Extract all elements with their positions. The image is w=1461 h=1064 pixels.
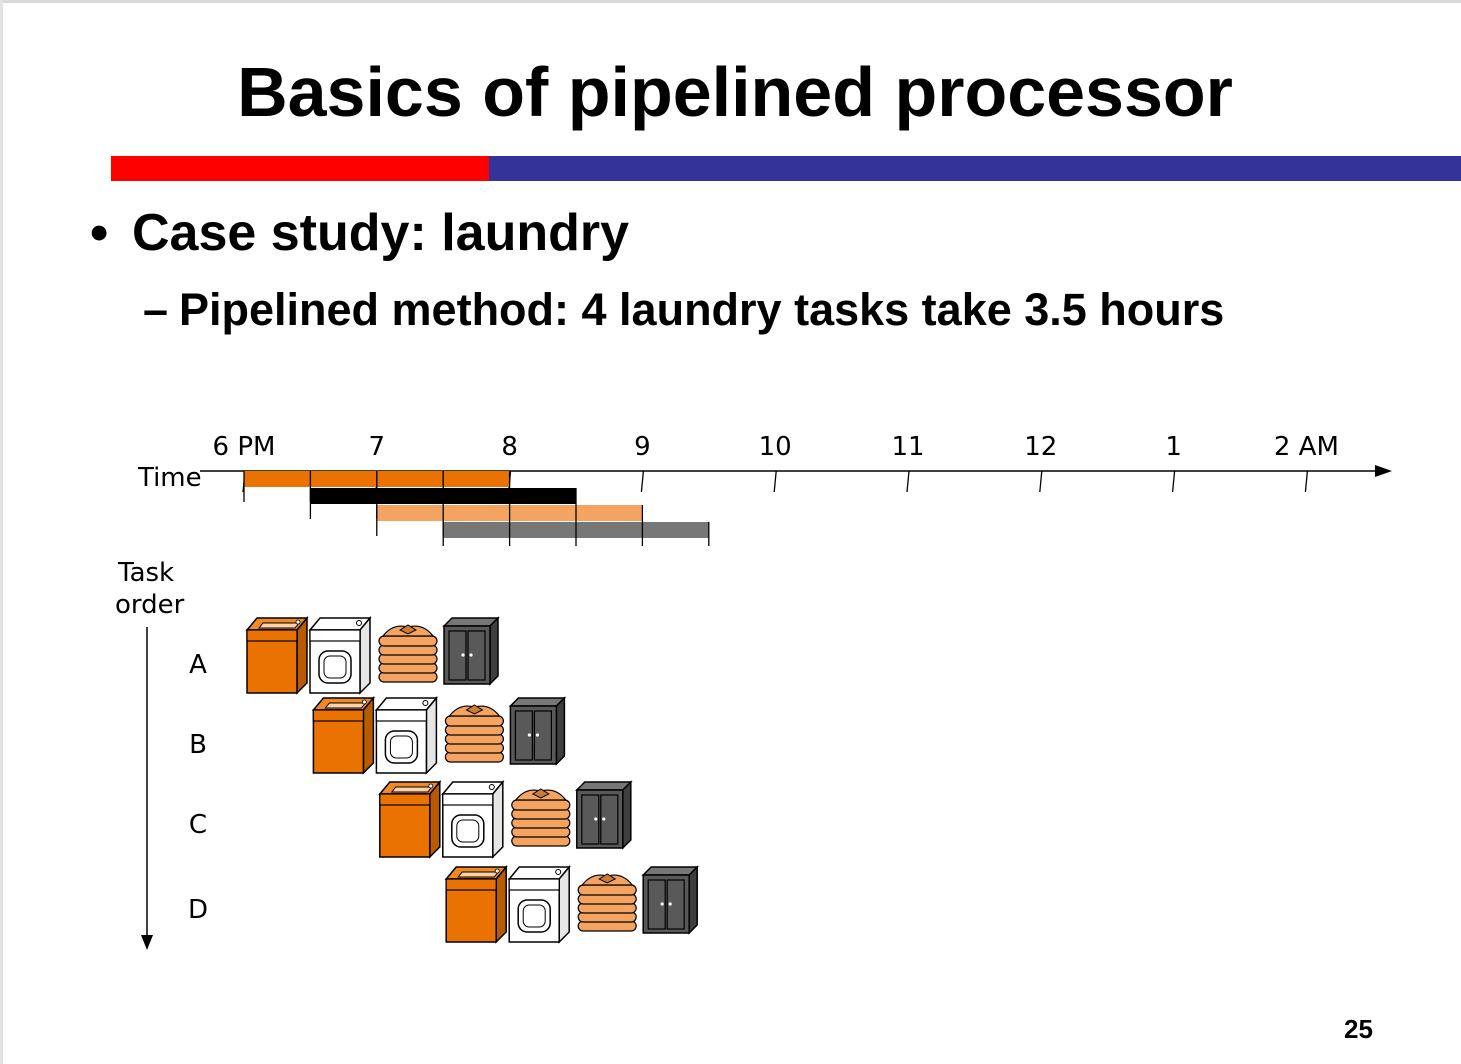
closet-icon (576, 781, 632, 849)
task-axis-label-line2: order (115, 590, 185, 620)
bullet-dot: • (90, 204, 109, 262)
time-axis-arrowhead (1375, 465, 1392, 477)
time-tick (1171, 470, 1176, 493)
sub-bullet-text: Pipelined method: 4 laundry tasks take 3… (179, 284, 1225, 335)
time-tick-label: 2 AM (1274, 432, 1339, 462)
slide-title: Basics of pipelined processor (237, 53, 1233, 131)
dryer-icon (309, 617, 371, 694)
time-tick (1304, 470, 1309, 493)
folded-clothes-icon (511, 788, 571, 847)
folded-clothes-icon (577, 873, 637, 932)
task-axis-arrowhead (141, 935, 153, 950)
washer-icon (379, 781, 441, 858)
dryer-icon (508, 866, 570, 943)
time-axis-label: Time (137, 463, 202, 493)
task-label-a: A (189, 650, 207, 680)
task-label-c: C (189, 810, 207, 840)
task-axis-label-line1: Task (117, 558, 174, 588)
time-tick (1039, 470, 1043, 493)
washer-icon (246, 617, 308, 694)
title-accent-red-bar (111, 156, 489, 181)
sub-bullet-dash: – (143, 284, 169, 335)
closet-icon (642, 866, 698, 934)
folded-clothes-icon (378, 624, 438, 683)
time-tick-label: 6 PM (213, 432, 276, 462)
folded-clothes-icon (444, 704, 504, 763)
bullet-text: Case study: laundry (132, 204, 630, 262)
time-tick-label: 9 (634, 432, 651, 462)
washer-icon (312, 697, 375, 774)
sub-bullet-item: – Pipelined method: 4 laundry tasks take … (143, 284, 1224, 336)
time-tick-label: 8 (501, 432, 518, 462)
task-label-b: B (189, 730, 207, 760)
time-tick-label: 1 (1165, 432, 1182, 462)
page-number: 25 (1344, 1014, 1373, 1044)
time-tick-label: 11 (891, 432, 924, 462)
slide-frame-top (0, 0, 1461, 3)
time-tick (640, 470, 645, 493)
task-label-d: D (188, 895, 208, 925)
time-tick (773, 470, 777, 493)
bullet-item: • Case study: laundry (90, 202, 629, 264)
closet-icon (443, 617, 499, 685)
time-tick-label: 12 (1024, 432, 1057, 462)
time-tick (906, 470, 910, 493)
closet-icon (509, 697, 566, 765)
title-accent-blue-bar (489, 156, 1461, 181)
dryer-icon (375, 697, 438, 774)
washer-icon (445, 866, 507, 943)
time-tick-label: 10 (759, 432, 792, 462)
slide-frame-left (0, 0, 3, 1064)
dryer-icon (442, 781, 504, 858)
time-tick-label: 7 (369, 432, 386, 462)
